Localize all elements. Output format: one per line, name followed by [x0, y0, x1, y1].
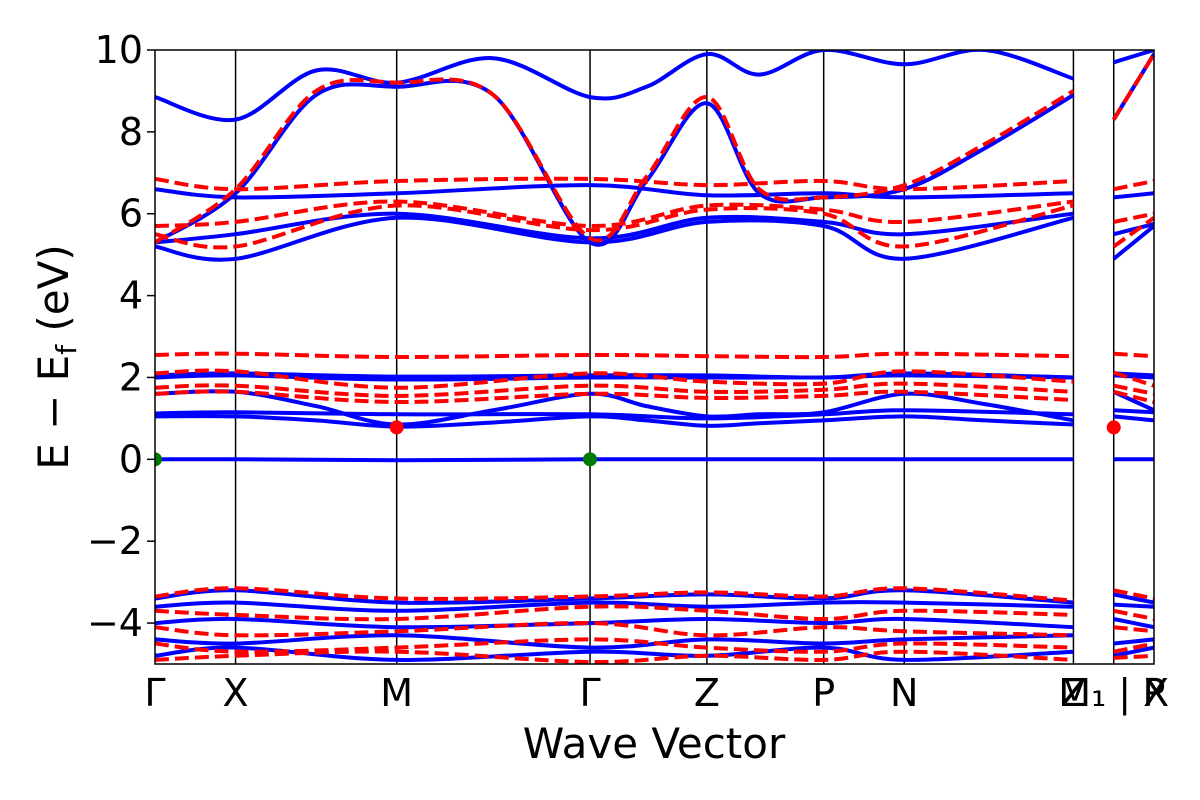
band-line — [1113, 383, 1154, 396]
plot-frame — [154, 49, 1155, 665]
y-tick-label: 0 — [119, 437, 143, 481]
x-tick-label: X — [223, 671, 249, 715]
band-line — [155, 633, 1074, 650]
y-tick-label: 6 — [119, 192, 143, 236]
band-line — [155, 414, 1074, 429]
x-tick-label: Z — [1060, 671, 1086, 715]
band-line — [1113, 625, 1154, 634]
band-line — [1113, 211, 1154, 224]
x-tick-label: Γ — [144, 671, 165, 715]
band-line — [1113, 588, 1154, 601]
band-line — [1113, 637, 1154, 646]
extremum-marker — [389, 420, 404, 435]
band-line — [155, 77, 1075, 245]
y-axis-label: E − Ef (eV) — [29, 244, 83, 470]
band-line — [1113, 373, 1154, 380]
band-line — [1113, 222, 1154, 237]
x-tick-label: P — [812, 671, 835, 715]
x-tick-label: Γ — [579, 671, 600, 715]
band-line — [155, 637, 1074, 654]
band-line — [1112, 224, 1154, 261]
y-axis-label-subscript: f — [50, 344, 83, 355]
band-line — [155, 199, 1074, 229]
band-line — [155, 381, 1074, 398]
band-line — [155, 368, 1074, 390]
y-tick-label: 8 — [119, 110, 143, 154]
band-line — [155, 408, 1074, 421]
band-line — [1113, 645, 1154, 658]
band-line — [155, 604, 1074, 622]
bands — [155, 50, 1154, 664]
x-axis-label: Wave Vector — [523, 719, 786, 768]
y-tick-label: −4 — [87, 601, 143, 645]
band-line — [1113, 191, 1154, 200]
band-line — [1113, 592, 1154, 605]
y-axis-label-unit: (eV) — [29, 244, 78, 345]
band-line — [155, 600, 1074, 613]
band-line — [155, 621, 1074, 638]
markers — [155, 420, 1121, 467]
band-line — [155, 457, 1074, 463]
band-line — [1113, 351, 1154, 359]
band-line — [1113, 408, 1154, 415]
band-line — [1113, 602, 1154, 609]
extremum-marker — [583, 452, 598, 467]
band-line — [155, 586, 1074, 603]
y-axis: −4 −2 0 2 4 6 8 10 — [87, 28, 155, 645]
band-line — [155, 351, 1074, 360]
x-tick-label: P — [1143, 671, 1166, 715]
extremum-marker — [155, 452, 162, 467]
band-line — [1113, 389, 1154, 404]
band-line — [155, 649, 1074, 664]
y-tick-label: 2 — [119, 355, 143, 399]
band-line — [1113, 370, 1154, 388]
x-tick-label: M₁ | X — [1058, 671, 1169, 716]
y-axis-label-main: E − E — [29, 355, 78, 470]
band-line — [1112, 216, 1154, 249]
band-line — [1111, 53, 1154, 121]
band-line — [155, 215, 1074, 262]
band-line — [1113, 653, 1154, 660]
x-tick-label: Z — [694, 671, 720, 715]
band-line — [155, 203, 1074, 250]
band-line — [1113, 179, 1154, 192]
band-line — [155, 645, 1074, 662]
band-line — [1113, 414, 1154, 423]
band-line — [1113, 617, 1154, 630]
x-tick-label: N — [890, 671, 918, 715]
band-line — [155, 50, 1075, 123]
extremum-marker — [1106, 420, 1121, 435]
band-line — [155, 616, 1074, 630]
x-axis: Γ X M Γ Z P N ZM₁ | XP — [144, 671, 1169, 716]
y-tick-label: 10 — [95, 28, 143, 72]
band-line — [1113, 608, 1154, 621]
x-tick-label: M — [380, 671, 413, 715]
band-line — [1113, 641, 1154, 654]
y-tick-label: −2 — [87, 519, 143, 563]
y-tick-label: 4 — [119, 274, 143, 318]
band-line — [155, 389, 1074, 405]
band-line — [155, 211, 1074, 245]
